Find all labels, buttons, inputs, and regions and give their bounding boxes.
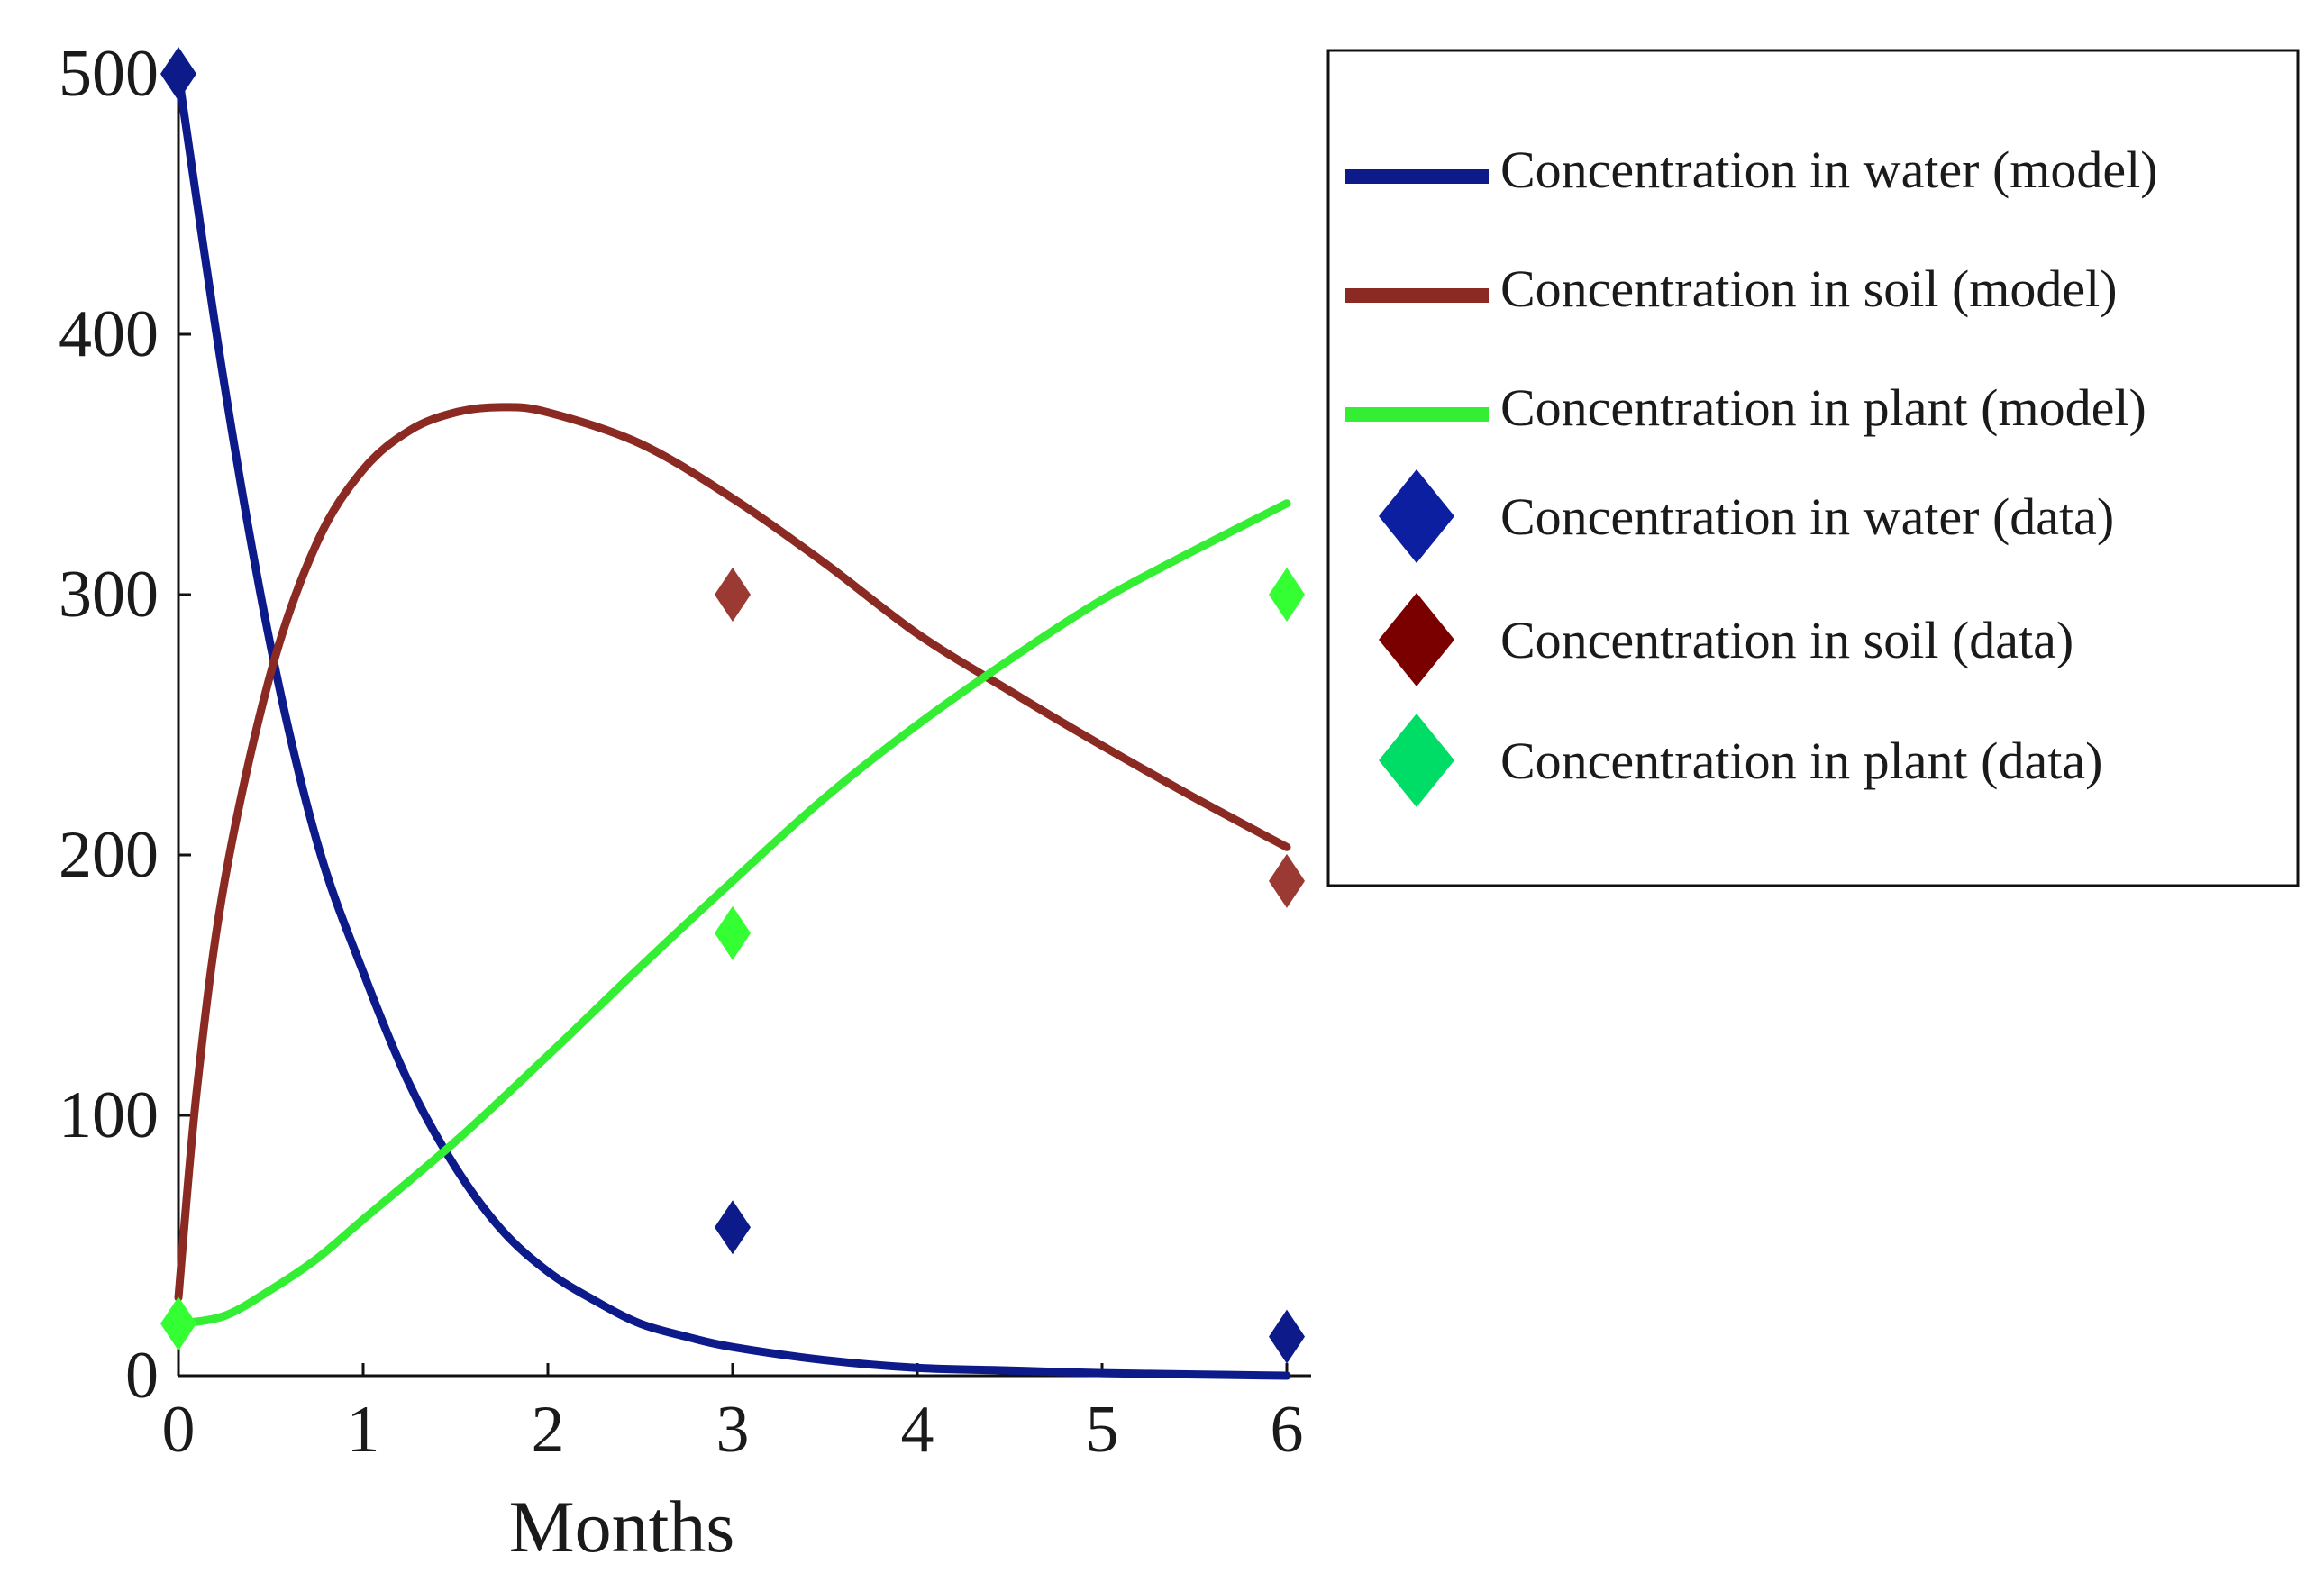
legend-box (1326, 49, 2300, 887)
legend: Concentration in water (model) Concentrat… (1326, 49, 2300, 887)
x-tick-label: 0 (162, 1393, 196, 1467)
legend-swatch-diamond (1379, 469, 1454, 563)
y-tick-label: 300 (59, 558, 159, 632)
y-tick-label: 200 (59, 818, 159, 892)
y-tick-label: 500 (59, 37, 159, 111)
legend-label: Concentration in plant (model) (1500, 378, 2146, 437)
x-tick-label: 4 (901, 1393, 934, 1467)
data-point-series-2 (715, 568, 751, 622)
series-line-2 (174, 403, 1291, 1302)
x-tick-label: 2 (532, 1393, 565, 1467)
data-point-series-1 (715, 1200, 751, 1255)
data-point-series-1 (1269, 1309, 1305, 1364)
data-point-series-2 (1269, 853, 1305, 908)
legend-label: Concentration in soil (model) (1500, 259, 2118, 318)
data-point-series-3 (1269, 568, 1305, 622)
data-point-series-3 (160, 1296, 196, 1351)
data-point-series-1 (160, 47, 196, 101)
axes: 0 1 2 3 4 5 6 0 100 200 300 400 500 Months (59, 37, 1311, 1568)
series-line-3 (174, 499, 1291, 1328)
x-tick-label: 6 (1271, 1393, 1304, 1467)
legend-label: Concentration in soil (data) (1500, 611, 2073, 669)
data-point-series-3 (715, 905, 751, 960)
x-axis-title: Months (509, 1486, 735, 1568)
y-tick-label: 0 (125, 1339, 159, 1413)
x-tick-label: 1 (347, 1393, 380, 1467)
legend-label: Concentration in water (model) (1500, 141, 2158, 199)
y-tick-label: 400 (59, 297, 159, 371)
x-tick-label: 5 (1086, 1393, 1119, 1467)
plot-area (160, 47, 1305, 1380)
x-tick-label: 3 (716, 1393, 750, 1467)
series-line-1 (174, 69, 1291, 1380)
legend-label: Concentration in plant (data) (1500, 732, 2102, 790)
legend-label: Concentration in water (data) (1500, 487, 2114, 546)
legend-swatch-diamond (1379, 714, 1454, 807)
y-tick-label: 100 (59, 1078, 159, 1152)
legend-swatch-diamond (1379, 593, 1454, 686)
